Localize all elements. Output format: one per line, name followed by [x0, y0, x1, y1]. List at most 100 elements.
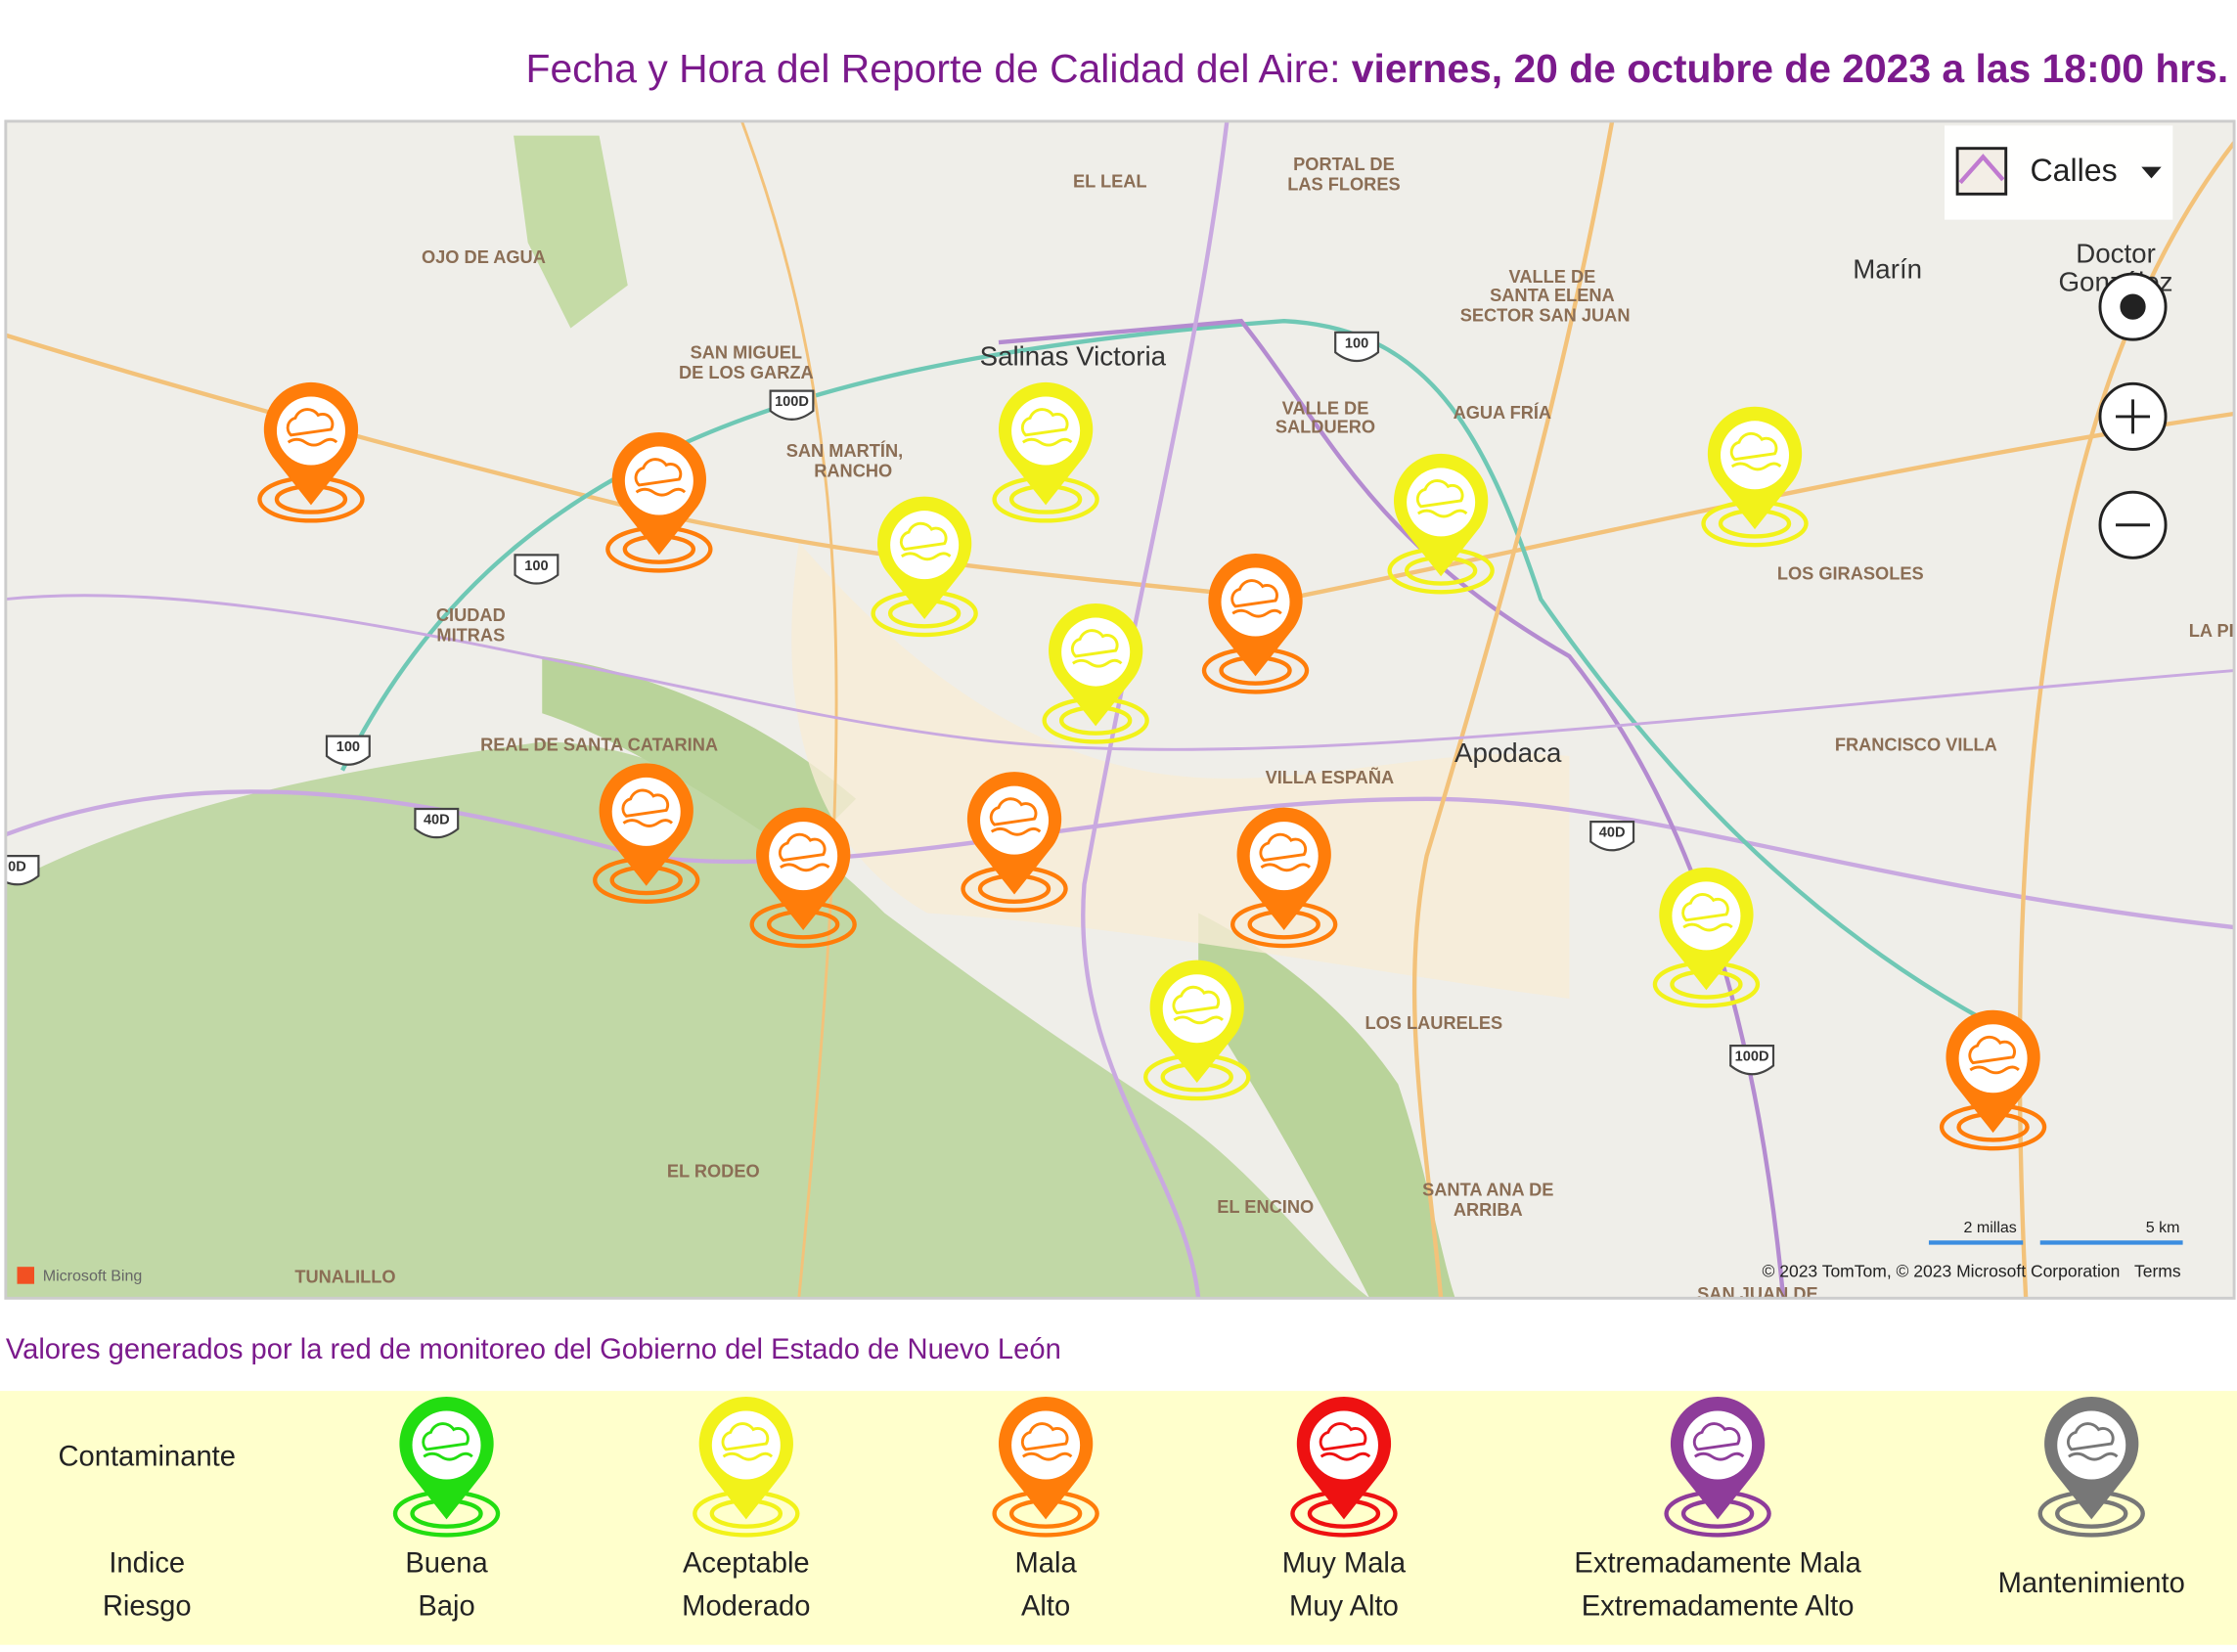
- air-icon[interactable]: [899, 521, 952, 561]
- air-icon[interactable]: [778, 832, 830, 872]
- locate-icon[interactable]: [2120, 293, 2146, 320]
- terms-link[interactable]: Terms: [2134, 1262, 2181, 1281]
- place-label: EL ENCINO: [1217, 1196, 1314, 1217]
- air-icon[interactable]: [1968, 1035, 2020, 1075]
- station-marker[interactable]: [257, 381, 365, 523]
- air-icon: [721, 1422, 774, 1461]
- route-shield: [514, 554, 559, 585]
- mountain-area: [514, 135, 628, 329]
- place-label: EL RODEO: [667, 1161, 760, 1182]
- station-marker: [392, 1396, 501, 1538]
- place-label: SANTA ELENA: [1490, 285, 1615, 305]
- place-label: RANCHO: [814, 461, 892, 481]
- legend-label: Muy Mala: [1282, 1548, 1407, 1580]
- legend-label: Extremadamente Mala: [1574, 1548, 1861, 1580]
- mountain-area: [1198, 913, 1455, 1299]
- air-icon[interactable]: [1070, 629, 1123, 668]
- layer-selector[interactable]: Calles: [1944, 125, 2173, 220]
- air-icon[interactable]: [621, 788, 674, 827]
- legend-label: Mala: [1015, 1548, 1078, 1580]
- source-note: Valores generados por la red de monitore…: [6, 1334, 1061, 1365]
- station-marker[interactable]: [1387, 453, 1495, 595]
- place-label: Doctor: [2076, 238, 2156, 268]
- report-label: Fecha y Hora del Reporte de Calidad del …: [526, 46, 1341, 91]
- place-label: MITRAS: [436, 624, 505, 645]
- route-shield: [1334, 331, 1380, 363]
- report-heading: Fecha y Hora del Reporte de Calidad del …: [526, 46, 2229, 91]
- legend-label: Alto: [1021, 1590, 1070, 1622]
- route-shield: [414, 807, 460, 839]
- legend-label: Extremadamente Alto: [1582, 1590, 1855, 1622]
- place-label: SALDUERO: [1275, 416, 1375, 436]
- dropdown-arrow[interactable]: [2141, 166, 2162, 179]
- route-number: 100: [524, 558, 548, 574]
- layer-icon: [1955, 147, 2008, 196]
- place-label: OJO DE AGUA: [422, 246, 546, 267]
- station-marker[interactable]: [871, 496, 978, 638]
- air-icon[interactable]: [1681, 893, 1733, 932]
- route-shield: [325, 735, 371, 766]
- air-icon[interactable]: [1230, 579, 1282, 618]
- station-marker[interactable]: [1201, 553, 1310, 694]
- air-icon[interactable]: [1729, 431, 1782, 471]
- station-marker[interactable]: [992, 381, 1099, 523]
- route-number: 0D: [8, 860, 26, 875]
- air-icon[interactable]: [634, 458, 687, 497]
- station-marker[interactable]: [1042, 603, 1149, 744]
- map-frame: [4, 119, 2236, 1300]
- station-marker[interactable]: [593, 763, 700, 904]
- air-icon[interactable]: [1415, 479, 1468, 518]
- route-shield: [1729, 1045, 1775, 1076]
- route-number: 100D: [775, 394, 809, 410]
- route-number: 40D: [424, 813, 450, 828]
- air-icon[interactable]: [1172, 985, 1225, 1025]
- place-label: VILLA ESPAÑA: [1266, 767, 1395, 787]
- scale-metric: 5 km: [2146, 1219, 2180, 1236]
- station-marker[interactable]: [749, 807, 857, 949]
- air-icon: [1319, 1422, 1371, 1461]
- place-label: FRANCISCO VILLA: [1835, 735, 1997, 755]
- place-label: SAN MARTÍN,: [786, 440, 903, 461]
- legend-label: Aceptable: [683, 1548, 810, 1580]
- place-label: CIUDAD: [436, 604, 506, 625]
- legend-header: Indice: [109, 1548, 185, 1580]
- legend-label: Muy Alto: [1289, 1590, 1399, 1622]
- place-label: PORTAL DE: [1293, 154, 1395, 174]
- station-marker[interactable]: [1143, 960, 1251, 1101]
- zoom-in-icon[interactable]: [2116, 399, 2151, 434]
- layer-name[interactable]: Calles: [2031, 153, 2118, 188]
- place-label: SANTA ANA DE: [1422, 1180, 1553, 1200]
- air-icon[interactable]: [1259, 832, 1311, 872]
- place-label: LOS GIRASOLES: [1777, 563, 1924, 584]
- station-marker[interactable]: [1230, 807, 1338, 949]
- station-marker[interactable]: [1652, 867, 1761, 1008]
- air-icon: [1692, 1422, 1745, 1461]
- attribution: © 2023 TomTom, © 2023 Microsoft Corporat…: [1762, 1262, 2120, 1281]
- place-label: EL LEAL: [1073, 171, 1147, 192]
- place-label: TUNALILLO: [294, 1267, 395, 1287]
- air-icon[interactable]: [286, 408, 338, 447]
- route-number: 40D: [1599, 826, 1626, 841]
- station-marker[interactable]: [961, 772, 1068, 913]
- station-marker[interactable]: [605, 431, 713, 573]
- route-shield: [1589, 821, 1635, 852]
- air-icon[interactable]: [1020, 408, 1073, 447]
- legend-label: Buena: [405, 1548, 488, 1580]
- route-shield: [769, 389, 815, 421]
- air-icon[interactable]: [989, 797, 1042, 836]
- station-marker: [992, 1396, 1099, 1538]
- station-marker[interactable]: [1701, 406, 1809, 548]
- legend-label: Bajo: [418, 1590, 474, 1622]
- legend-header: Riesgo: [103, 1590, 192, 1622]
- air-icon: [2067, 1422, 2119, 1461]
- air-icon: [1020, 1422, 1073, 1461]
- legend-label: Mantenimiento: [1998, 1568, 2185, 1599]
- place-label: AGUA FRÍA: [1454, 402, 1552, 423]
- station-marker[interactable]: [1939, 1009, 2047, 1151]
- mountain-area: [5, 741, 1370, 1299]
- route-number: 100D: [1735, 1049, 1769, 1065]
- place-label: Marín: [1853, 253, 1922, 284]
- station-marker: [1290, 1396, 1398, 1538]
